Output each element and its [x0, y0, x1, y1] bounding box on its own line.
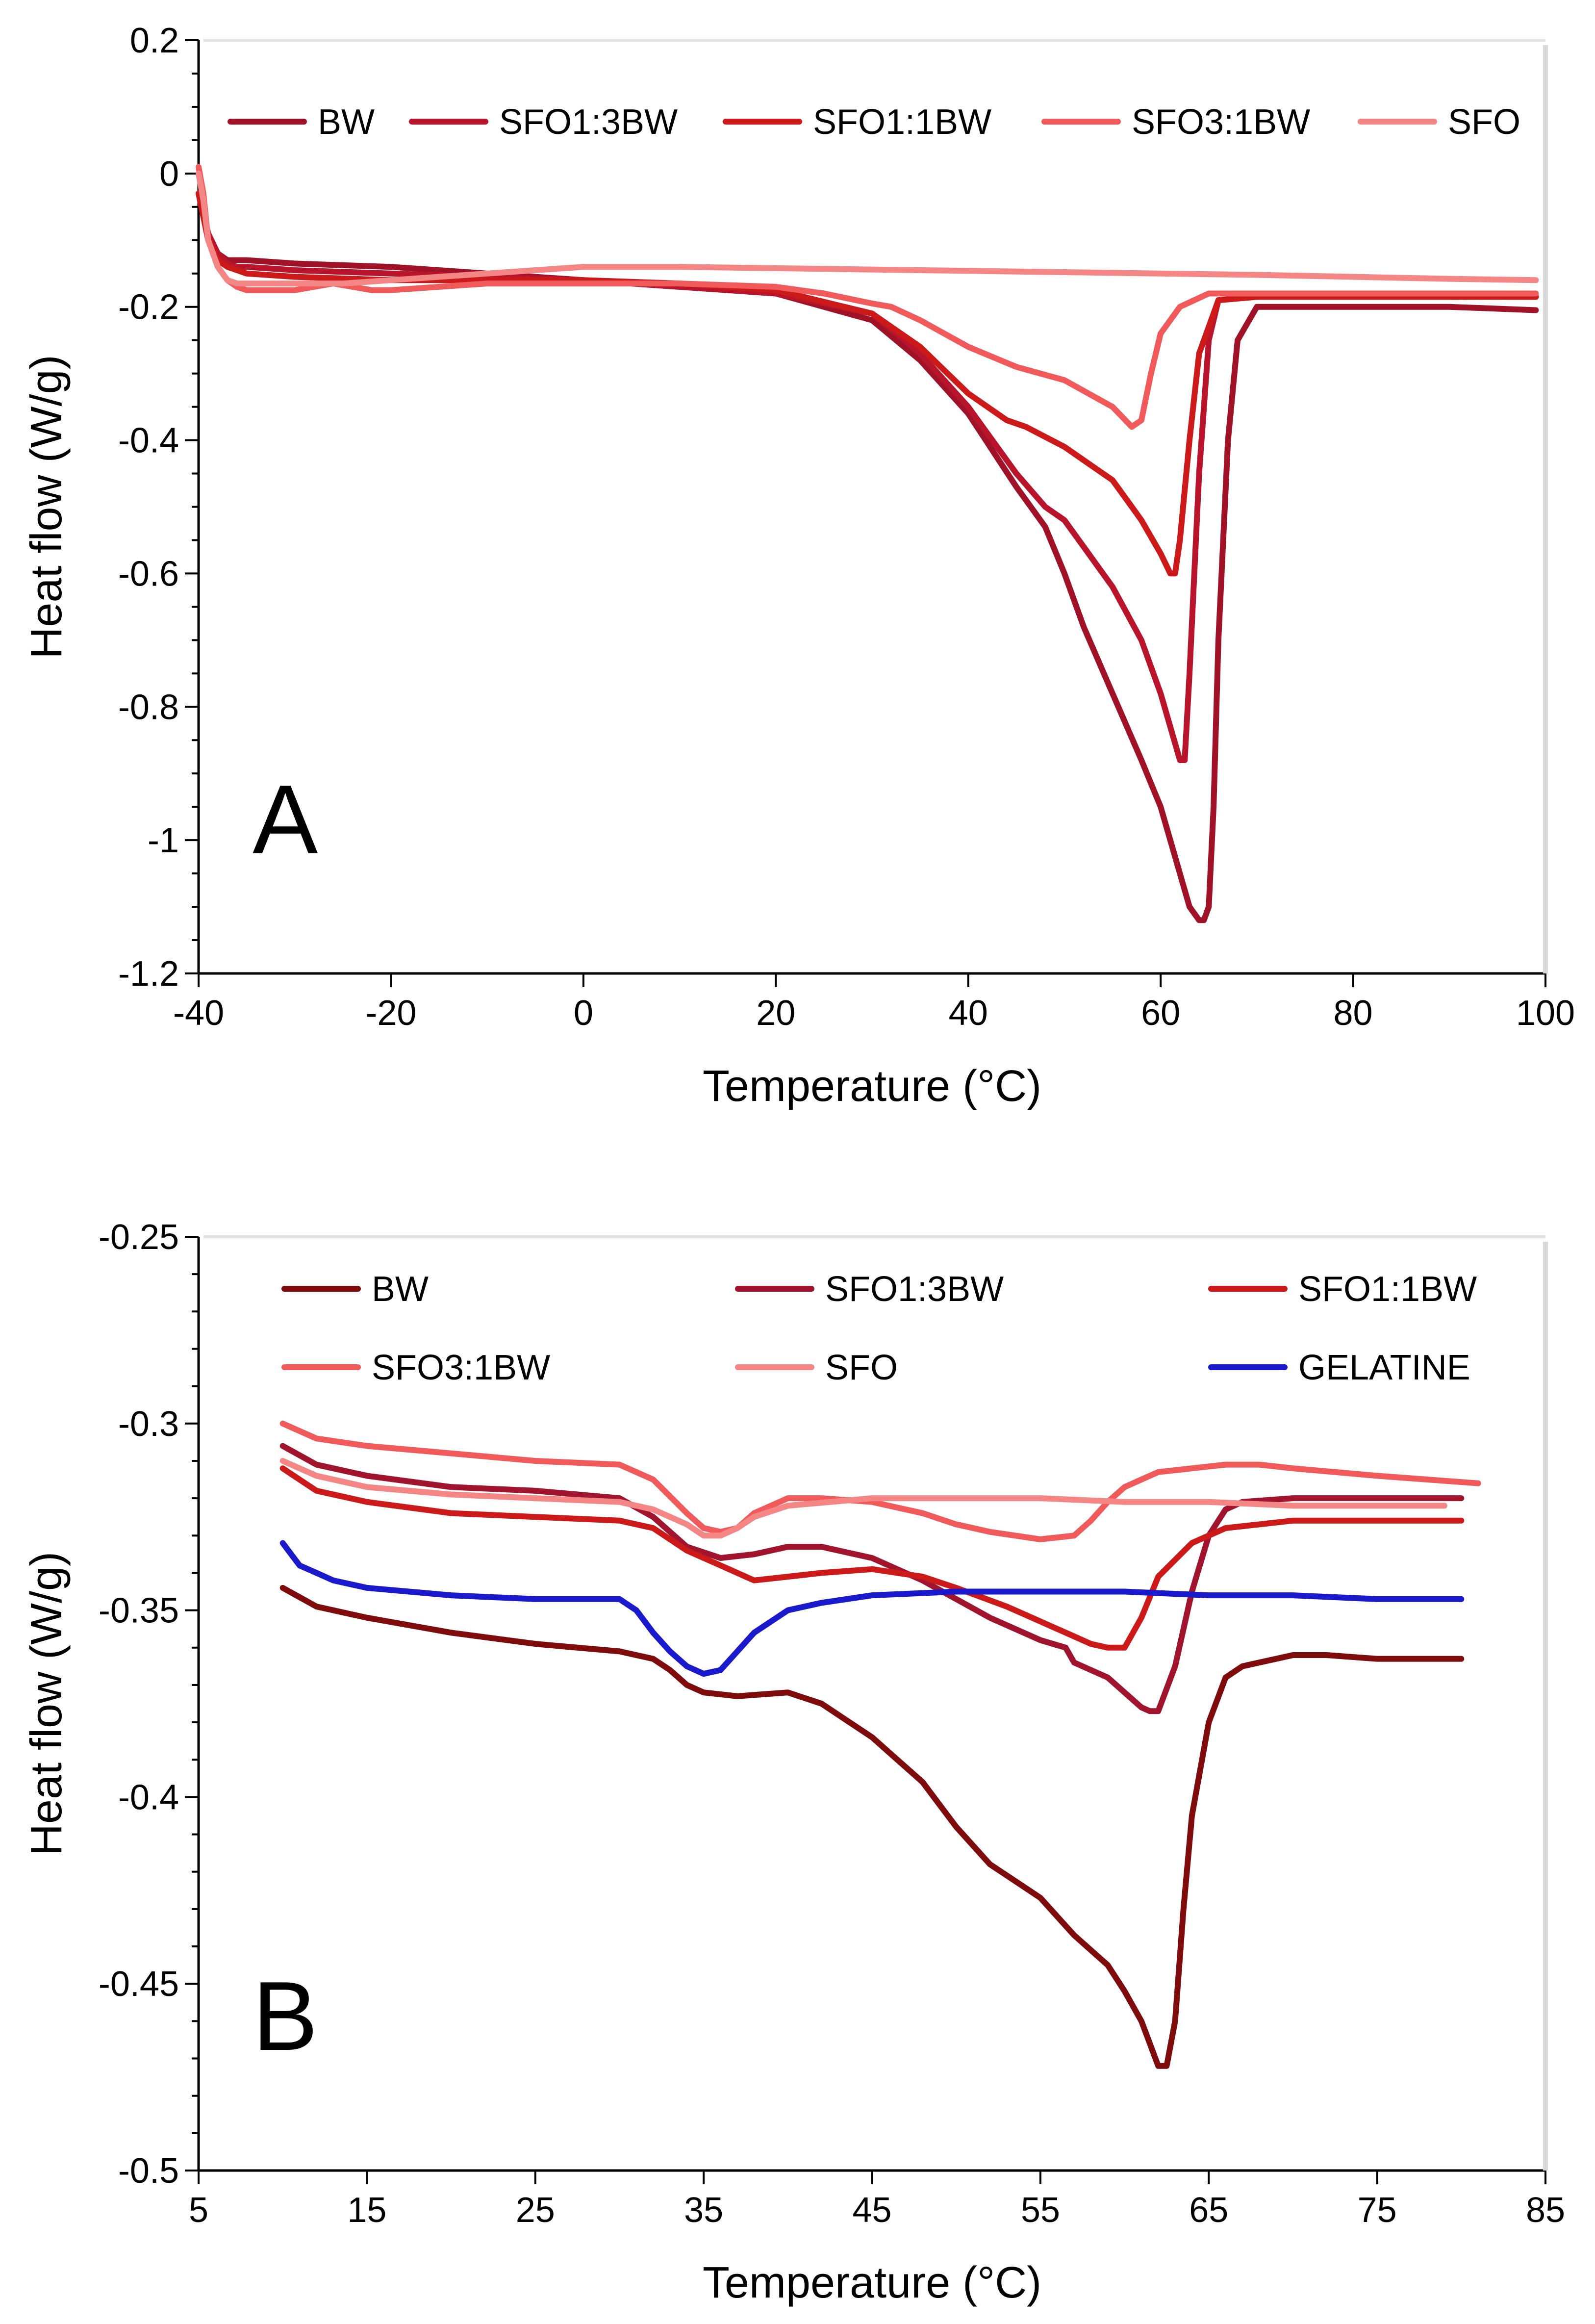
series-line-a-bw	[196, 190, 1539, 923]
legend-label-b: SFO	[825, 1348, 898, 1387]
series-line-b-gelatine	[279, 1540, 1465, 1677]
series-line-b-sfo31bw	[279, 1420, 1481, 1542]
series-line-a-sfo31bw	[196, 164, 1539, 430]
legend-label-a: BW	[318, 102, 375, 142]
legend-label-a: SFO1:1BW	[813, 102, 991, 142]
y-axis-title-a: Heat flow (W/g)	[22, 355, 71, 659]
y-tick-label-a: -0.8	[118, 688, 179, 727]
x-tick-label-b: 15	[347, 2191, 386, 2230]
y-tick-label-a: -0.6	[118, 554, 179, 593]
y-tick-label-b: -0.45	[99, 1965, 179, 2004]
series-line-b-sfo13bw	[279, 1443, 1465, 1714]
x-tick-label-b: 5	[189, 2191, 208, 2230]
y-tick-label-b: -0.3	[118, 1405, 179, 1444]
panel-letter-b: B	[253, 1962, 318, 2071]
x-tick-label-b: 45	[852, 2191, 891, 2230]
y-tick-label-a: -0.2	[118, 288, 179, 327]
y-tick-label-b: -0.4	[118, 1778, 179, 1817]
legend-label-a: SFO3:1BW	[1132, 102, 1310, 142]
legend-label-a: SFO	[1448, 102, 1520, 142]
x-axis-title-b: Temperature (°C)	[703, 2258, 1041, 2307]
y-tick-label-a: 0.2	[130, 21, 179, 60]
x-tick-label-a: 20	[756, 994, 795, 1033]
panel-letter-a: A	[253, 765, 318, 874]
y-tick-label-a: 0	[159, 154, 179, 194]
series-line-b-sfo	[279, 1458, 1447, 1539]
x-tick-label-a: 60	[1141, 994, 1180, 1033]
x-tick-label-b: 75	[1358, 2191, 1397, 2230]
x-tick-label-a: -40	[173, 994, 224, 1033]
legend-label-b: SFO3:1BW	[372, 1348, 550, 1387]
chart-panel-b: -0.25 -0.3 -0.35 -0.4 -0.45 -0.5 5 15 25 35 45 55 65…	[22, 1218, 1565, 2307]
x-tick-label-a: 80	[1334, 994, 1373, 1033]
legend-label-a: SFO1:3BW	[499, 102, 678, 142]
series-line-a-sfo13bw	[196, 190, 1539, 763]
x-tick-label-b: 35	[684, 2191, 723, 2230]
y-tick-label-b: -0.35	[99, 1591, 179, 1631]
series-line-a-sfo11bw	[196, 190, 1539, 577]
legend-label-b: SFO1:1BW	[1298, 1270, 1477, 1309]
x-tick-label-b: 25	[516, 2191, 555, 2230]
chart-panel-a: 0.2 0 -0.2 -0.4 -0.6 -0.8 -1 -1.2-40 -20 0 20 40 60 8…	[22, 21, 1575, 1111]
series-line-b-sfo11bw	[279, 1465, 1465, 1651]
x-tick-label-b: 55	[1021, 2191, 1060, 2230]
x-tick-label-b: 65	[1189, 2191, 1228, 2230]
x-tick-label-b: 85	[1526, 2191, 1565, 2230]
y-tick-label-b: -0.25	[99, 1218, 179, 1257]
y-tick-label-a: -1.2	[118, 954, 179, 994]
legend-label-b: SFO1:3BW	[825, 1270, 1004, 1309]
x-tick-label-a: -20	[365, 994, 416, 1033]
y-axis-title-b: Heat flow (W/g)	[22, 1552, 71, 1856]
legend-label-b: GELATINE	[1298, 1348, 1470, 1387]
x-tick-label-a: 0	[574, 994, 593, 1033]
y-tick-label-b: -0.5	[118, 2151, 179, 2191]
x-axis-title-a: Temperature (°C)	[703, 1062, 1041, 1111]
series-line-a-sfo	[196, 170, 1539, 287]
x-tick-label-a: 40	[949, 994, 988, 1033]
legend-label-b: BW	[372, 1270, 429, 1309]
y-tick-label-a: -0.4	[118, 421, 179, 460]
y-tick-label-a: -1	[148, 821, 179, 860]
x-tick-label-a: 100	[1516, 994, 1575, 1033]
series-line-b-bw	[279, 1584, 1465, 2069]
